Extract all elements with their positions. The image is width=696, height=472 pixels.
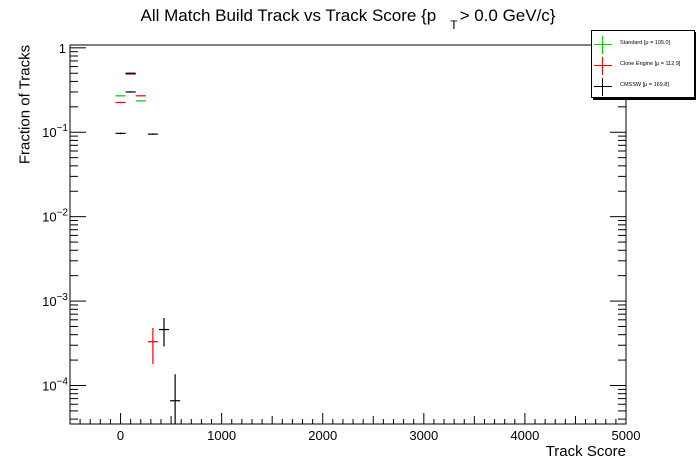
y-tick-label: 10−1 [42, 123, 68, 140]
chart-title: All Match Build Track vs Track Score {p T… [0, 6, 696, 32]
data-point-clone-engine [135, 95, 146, 97]
legend-stat-cmssw: [μ = 169.8] [642, 82, 669, 88]
x-tick-label: 3000 [409, 428, 438, 443]
legend-label-clone-engine: Clone Engine [620, 61, 654, 67]
data-point-clone-engine [115, 101, 126, 104]
legend-marker-cmssw [594, 78, 612, 96]
legend-stat-standard: [μ = 105.0] [643, 40, 671, 46]
data-point-cmssw [125, 91, 136, 93]
x-axis-label: Track Score [545, 443, 626, 460]
y-tick-label: 1 [59, 41, 66, 56]
legend-label-cmssw: CMSSW [620, 82, 642, 88]
legend-stat-clone-engine: [μ = 112.9] [654, 61, 681, 67]
data-point-clone-engine [147, 327, 158, 364]
data-point-cmssw [158, 318, 170, 347]
data-point-standard [135, 100, 146, 102]
chart-title-tail: > 0.0 GeV/c} [459, 6, 556, 25]
chart-title-main: All Match Build Track vs Track Score {p [140, 6, 437, 25]
chart-title-subscript: T [450, 18, 458, 32]
y-axis: 1 10−1 10−2 10−3 10−4 [42, 41, 626, 420]
data-point-cmssw [170, 374, 181, 424]
data-point-cmssw [115, 132, 126, 135]
plot-frame [69, 44, 627, 425]
x-tick-label: 5000 [612, 428, 641, 443]
y-axis-label: Fraction of Tracks [16, 44, 34, 165]
legend-item-cmssw: CMSSW [μ = 169.8] [592, 76, 694, 98]
data-point-cmssw [147, 133, 158, 135]
y-tick-label: 10−2 [42, 208, 68, 225]
x-tick-label: 2000 [308, 428, 337, 443]
legend-item-standard: Standard [μ = 105.0] [592, 34, 694, 56]
legend: Standard [μ = 105.0] Clone Engine [μ = 1… [591, 30, 695, 98]
x-tick-label: 0 [117, 428, 124, 443]
x-tick-label: 1000 [207, 428, 236, 443]
data-point-standard [115, 95, 126, 97]
y-tick-label: 10−3 [42, 292, 68, 309]
data-point-cmssw [125, 72, 136, 74]
legend-marker-clone-engine [594, 57, 612, 75]
x-axis: 0 1000 2000 3000 4000 5000 [69, 413, 641, 443]
data-marks [115, 72, 181, 424]
y-tick-label: 10−4 [42, 377, 68, 394]
legend-marker-standard [594, 36, 612, 54]
legend-item-clone-engine: Clone Engine [μ = 112.9] [592, 55, 694, 77]
legend-label-standard: Standard [620, 40, 643, 46]
x-tick-label: 4000 [510, 428, 539, 443]
